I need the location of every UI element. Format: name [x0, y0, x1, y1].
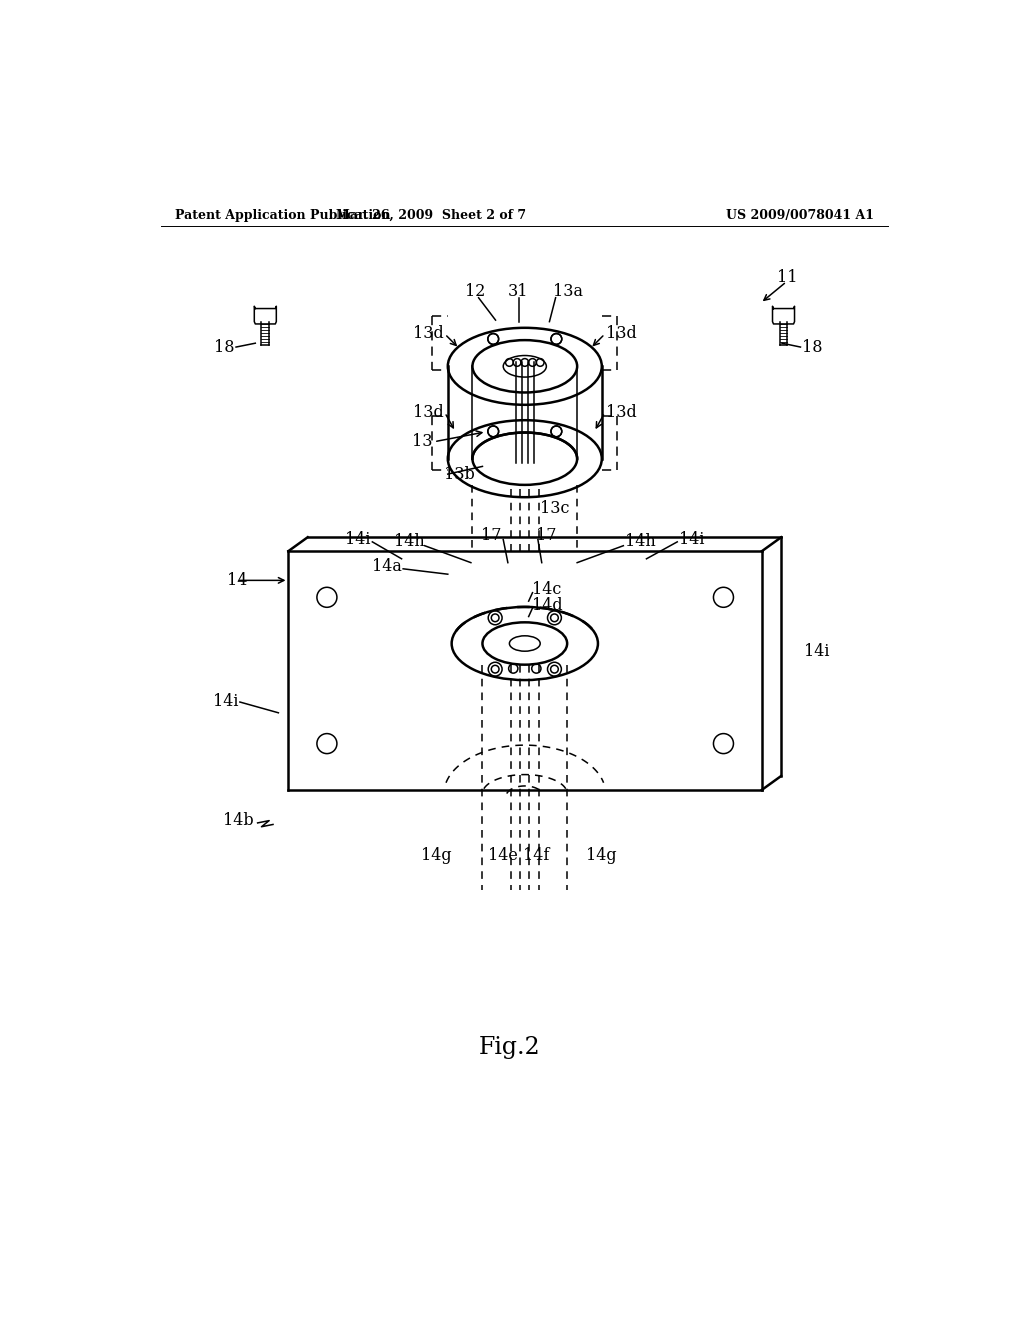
Text: 18: 18 [802, 338, 822, 355]
Text: 13c: 13c [541, 500, 569, 517]
Text: 13a: 13a [553, 282, 583, 300]
Text: 14: 14 [226, 572, 247, 589]
Text: 13d: 13d [605, 326, 636, 342]
Text: 14h: 14h [394, 533, 425, 550]
Text: 14g: 14g [421, 846, 452, 863]
Text: 13: 13 [412, 433, 432, 450]
Text: 13d: 13d [414, 404, 444, 421]
Text: Fig.2: Fig.2 [478, 1036, 541, 1059]
Text: 14i: 14i [345, 531, 371, 548]
Text: 18: 18 [214, 338, 234, 355]
Text: 14e: 14e [488, 846, 518, 863]
Text: 14a: 14a [372, 558, 401, 576]
Text: 14g: 14g [587, 846, 617, 863]
Text: 14f: 14f [523, 846, 550, 863]
Text: 14d: 14d [532, 597, 563, 614]
Text: 13d: 13d [605, 404, 636, 421]
Text: 14c: 14c [532, 581, 562, 598]
Text: 17: 17 [537, 527, 557, 544]
Text: 17: 17 [481, 527, 502, 544]
Text: 14i: 14i [804, 643, 829, 660]
Text: 13d: 13d [414, 326, 444, 342]
Text: 14h: 14h [625, 533, 655, 550]
Text: 31: 31 [508, 282, 528, 300]
Text: US 2009/0078041 A1: US 2009/0078041 A1 [726, 209, 874, 222]
Text: 14b: 14b [223, 812, 254, 829]
Text: 11: 11 [777, 269, 798, 286]
Text: 13b: 13b [444, 466, 475, 483]
Text: Mar. 26, 2009  Sheet 2 of 7: Mar. 26, 2009 Sheet 2 of 7 [336, 209, 526, 222]
Text: Patent Application Publication: Patent Application Publication [175, 209, 391, 222]
Text: 14i: 14i [679, 531, 705, 548]
Text: 14i: 14i [213, 693, 239, 710]
Text: 12: 12 [465, 282, 485, 300]
